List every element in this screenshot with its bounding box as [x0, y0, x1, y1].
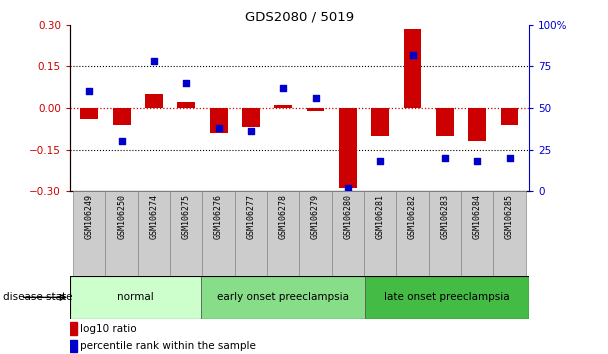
Bar [300, 191, 332, 276]
Text: GSM106278: GSM106278 [279, 194, 288, 239]
Bar [436, 108, 454, 136]
Text: GSM106280: GSM106280 [344, 194, 353, 239]
Bar [404, 29, 421, 108]
Text: GSM106285: GSM106285 [505, 194, 514, 239]
Text: GSM106276: GSM106276 [214, 194, 223, 239]
Text: GSM106274: GSM106274 [150, 194, 159, 239]
Bar [70, 340, 77, 352]
Text: GSM106284: GSM106284 [473, 194, 482, 239]
Bar [365, 276, 529, 319]
Text: GSM106277: GSM106277 [246, 194, 255, 239]
Bar [202, 191, 235, 276]
Point [85, 88, 94, 94]
Bar [138, 191, 170, 276]
Text: GSM106275: GSM106275 [182, 194, 191, 239]
Point [343, 185, 353, 191]
Point [117, 138, 126, 144]
Bar [201, 276, 365, 319]
Bar [145, 94, 163, 108]
Point [181, 80, 191, 86]
Point [214, 125, 224, 131]
Bar [80, 108, 98, 119]
Point [311, 95, 320, 101]
Bar [461, 191, 494, 276]
Text: GSM106281: GSM106281 [376, 194, 385, 239]
Point [505, 155, 514, 161]
Text: log10 ratio: log10 ratio [80, 324, 136, 333]
Text: GSM106283: GSM106283 [440, 194, 449, 239]
Bar [267, 191, 299, 276]
Bar [274, 105, 292, 108]
Point [440, 155, 450, 161]
Text: GSM106250: GSM106250 [117, 194, 126, 239]
Text: disease state: disease state [3, 292, 72, 302]
Bar [70, 322, 77, 335]
Bar [73, 191, 105, 276]
Bar [112, 108, 131, 125]
Bar [170, 191, 202, 276]
Bar [210, 108, 227, 133]
Bar [178, 102, 195, 108]
Title: GDS2080 / 5019: GDS2080 / 5019 [245, 11, 354, 24]
Point [375, 158, 385, 164]
Text: GSM106282: GSM106282 [408, 194, 417, 239]
Bar [429, 191, 461, 276]
Bar [105, 191, 138, 276]
Point [246, 129, 256, 134]
Bar [70, 276, 201, 319]
Bar [306, 108, 325, 111]
Bar [494, 191, 526, 276]
Point [278, 85, 288, 91]
Text: early onset preeclampsia: early onset preeclampsia [217, 292, 349, 302]
Point [472, 158, 482, 164]
Text: percentile rank within the sample: percentile rank within the sample [80, 341, 255, 351]
Text: GSM106249: GSM106249 [85, 194, 94, 239]
Bar [364, 191, 396, 276]
Text: late onset preeclampsia: late onset preeclampsia [384, 292, 510, 302]
Bar [500, 108, 519, 125]
Bar [371, 108, 389, 136]
Point [149, 58, 159, 64]
Text: normal: normal [117, 292, 154, 302]
Bar [235, 191, 267, 276]
Point [408, 52, 418, 58]
Bar [468, 108, 486, 141]
Bar [339, 108, 357, 188]
Text: GSM106279: GSM106279 [311, 194, 320, 239]
Bar [396, 191, 429, 276]
Bar [332, 191, 364, 276]
Bar [242, 108, 260, 127]
